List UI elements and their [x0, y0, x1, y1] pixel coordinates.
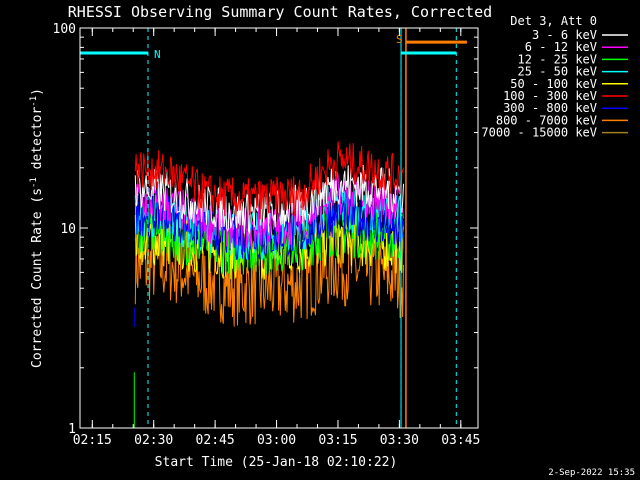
x-tick-label: 03:30: [380, 433, 419, 448]
legend-label: 3 - 6 keV: [532, 28, 597, 42]
x-tick-label: 02:15: [73, 433, 112, 448]
legend-label: 50 - 100 keV: [510, 77, 597, 91]
y-axis-label: Corrected Count Rate (s-1 detector-1): [29, 88, 45, 368]
y-label-part-3: ): [30, 88, 45, 96]
legend-label: 100 - 300 keV: [503, 89, 597, 103]
x-axis-label: Start Time (25-Jan-18 02:10:22): [155, 455, 398, 470]
legend-label: 300 - 800 keV: [503, 101, 597, 115]
y-axis-ticks: 1 10 100: [53, 22, 478, 437]
series-trace: [134, 141, 404, 220]
x-tick-label: 02:45: [196, 433, 235, 448]
x-axis-ticks: 02:15 02:30 02:45 03:00 03:15 03:30 03:45: [73, 28, 480, 448]
chart-title: RHESSI Observing Summary Count Rates, Co…: [68, 3, 492, 21]
y-tick-label: 100: [53, 22, 76, 37]
legend-label: 7000 - 15000 keV: [481, 126, 597, 140]
legend-label: 800 - 7000 keV: [496, 113, 597, 127]
y-label-sup-2: -1: [29, 96, 39, 107]
series-trace: [134, 190, 404, 261]
y-tick-label: 10: [60, 222, 76, 237]
legend-label: 6 - 12 keV: [525, 40, 597, 54]
saa-flag-label: S: [396, 33, 403, 46]
data-traces: [134, 141, 404, 327]
x-tick-label: 03:15: [318, 433, 357, 448]
y-label-sup-1: -1: [29, 177, 39, 188]
legend-label: 12 - 25 keV: [518, 52, 597, 66]
night-flag-label: N: [154, 48, 161, 61]
x-tick-label: 03:45: [441, 433, 480, 448]
flag-markers: SN: [80, 28, 467, 428]
footer-date: 2-Sep-2022 15:35: [548, 468, 635, 478]
legend-header: Det 3, Att 0: [510, 14, 597, 28]
plot-area: SN: [80, 28, 467, 428]
y-label-part-1: Corrected Count Rate (s: [30, 188, 45, 368]
y-label-part-2: detector: [30, 107, 45, 178]
legend-label: 25 - 50 keV: [518, 65, 597, 79]
y-tick-label: 1: [68, 422, 76, 437]
x-tick-label: 02:30: [134, 433, 173, 448]
x-tick-label: 03:00: [257, 433, 296, 448]
